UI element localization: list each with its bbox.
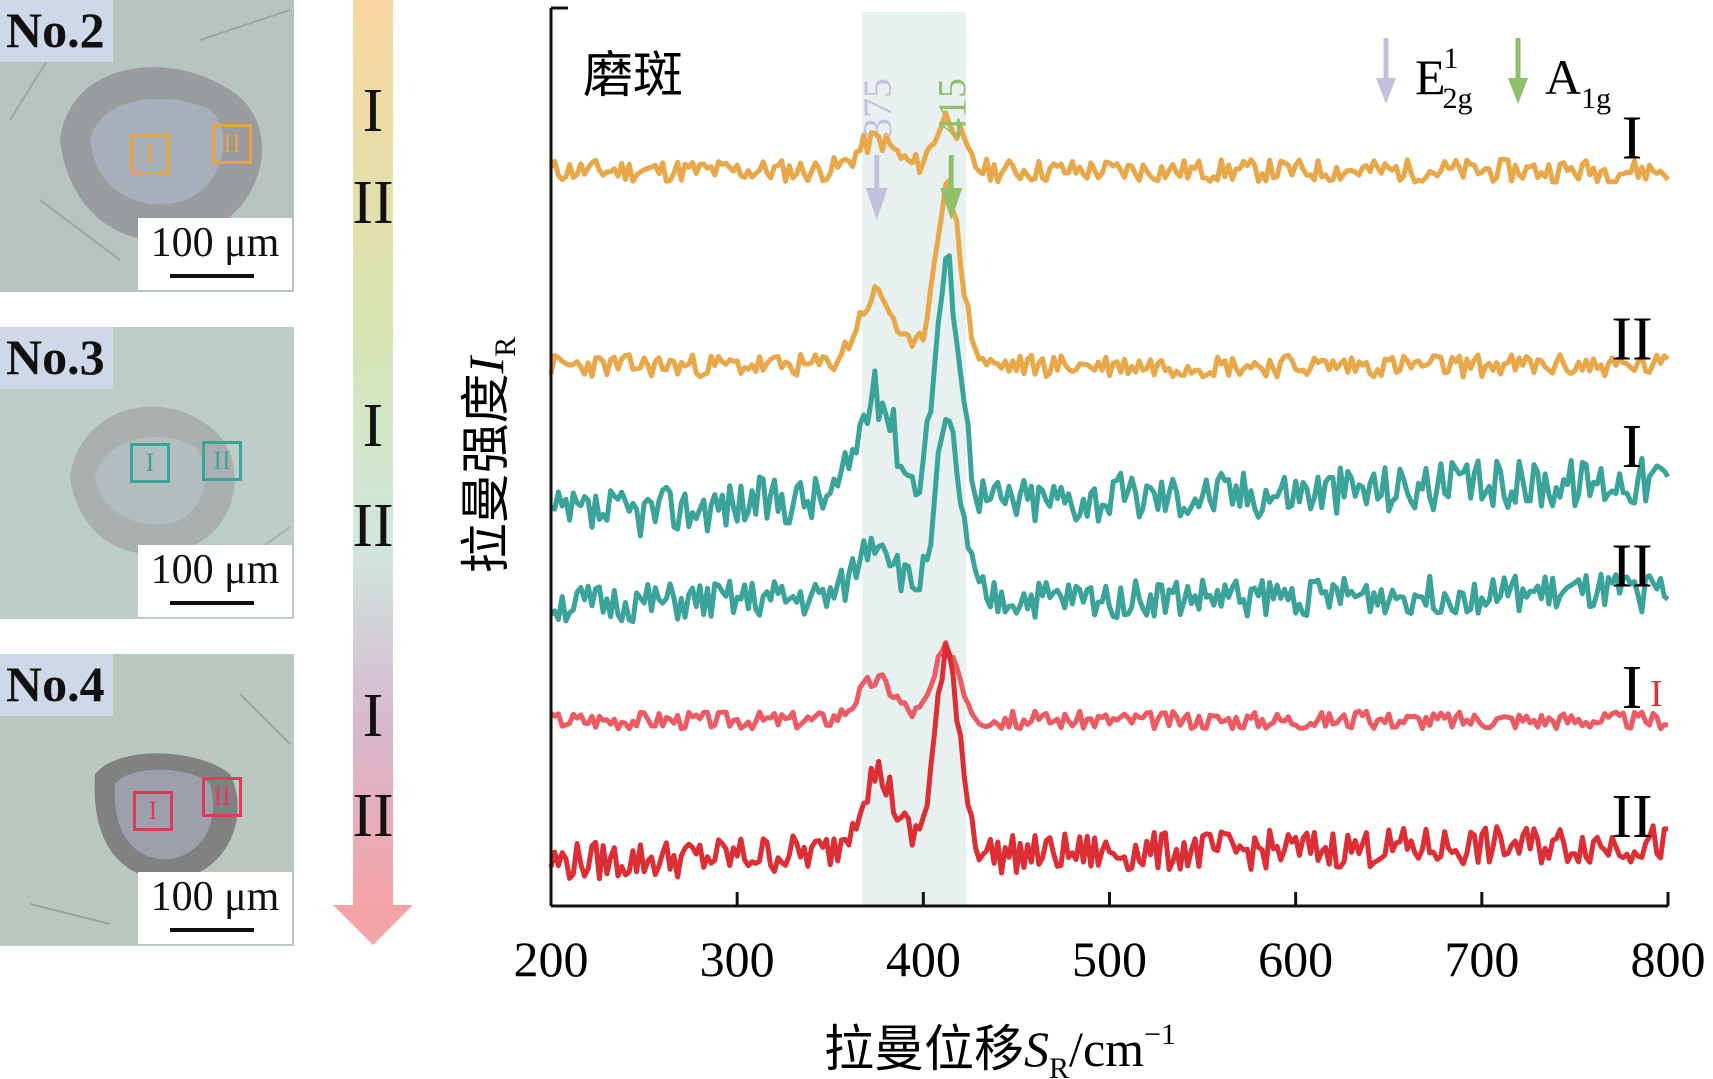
legend-arrow-a1g [1508, 38, 1528, 104]
scale-bar: 100 μm [138, 218, 292, 290]
x-axis-title: 拉曼位移SR/cm−1 [824, 1018, 1176, 1079]
series-label: I [1622, 105, 1643, 173]
legend-arrow-e2g [1376, 38, 1396, 104]
x-tick-label: 500 [1072, 931, 1147, 987]
roi-box: I [130, 134, 170, 174]
legend: E1 2g A1g [1376, 38, 1611, 115]
x-tick-label: 400 [886, 931, 961, 987]
arrow-label: I [362, 77, 384, 145]
series-label: II [1611, 306, 1652, 374]
scale-text: 100 μm [150, 547, 280, 593]
x-tick-label: 800 [1631, 931, 1706, 987]
series-line [548, 110, 1670, 185]
tick-layer: 200 300 400 500 600 700 800 [514, 892, 1706, 987]
peak-arrow-head [865, 188, 888, 220]
series-line [549, 253, 1671, 539]
arrow-label: I [362, 682, 384, 750]
series-line [549, 417, 1670, 625]
peak-value-label: 415 [929, 78, 974, 138]
sample-label: No.4 [0, 654, 113, 716]
x-tick-label: 700 [1444, 931, 1519, 987]
series-label: I [1622, 654, 1643, 722]
series-label: II [1611, 783, 1652, 851]
scale-text: 100 μm [150, 220, 280, 266]
micrograph-image [0, 0, 294, 292]
panel-title: 磨斑 [583, 47, 683, 103]
sample-label: No.3 [0, 327, 113, 389]
arrow-label: II [352, 782, 394, 850]
roi-box: II [202, 777, 242, 817]
arrow-label: II [352, 492, 394, 560]
peak-arrow-head [940, 188, 963, 220]
micrograph-no3: No.3 I II 100 μm [0, 327, 294, 619]
arrow-label: II [352, 169, 394, 237]
micrograph-no2: No.2 I II 100 μm [0, 0, 294, 292]
roi-box: II [202, 441, 242, 481]
scale-text: 100 μm [150, 874, 280, 920]
x-tick-label: 600 [1258, 931, 1333, 987]
scale-bar: 100 μm [138, 872, 292, 944]
roi-box: II [212, 124, 252, 164]
peak-value-label: 375 [855, 78, 900, 138]
scale-bar: 100 μm [138, 545, 292, 617]
x-tick-label: 200 [514, 931, 589, 987]
micrograph-no4: No.4 I II 100 μm [0, 654, 294, 946]
legend-a1g: A1g [1545, 49, 1611, 115]
annotation-label: I [1650, 673, 1663, 715]
legend-e2g: E1 2g [1415, 42, 1473, 115]
scale-line [170, 274, 254, 278]
roi-box: I [130, 443, 170, 483]
gradient-arrow [333, 0, 413, 945]
roi-box: I [133, 791, 173, 831]
scale-line [170, 601, 254, 605]
sample-label: No.2 [0, 0, 113, 62]
scale-line [170, 928, 254, 932]
series-line [548, 177, 1670, 380]
series-line [549, 640, 1669, 732]
arrow-label: I [362, 392, 384, 460]
y-axis-title: 拉曼强度IR [458, 337, 522, 574]
series-label: I [1622, 413, 1643, 481]
label-layer: 375 415 I [855, 78, 1663, 715]
x-tick-label: 300 [700, 931, 775, 987]
series-label: II [1611, 532, 1652, 600]
series-line [548, 641, 1669, 882]
